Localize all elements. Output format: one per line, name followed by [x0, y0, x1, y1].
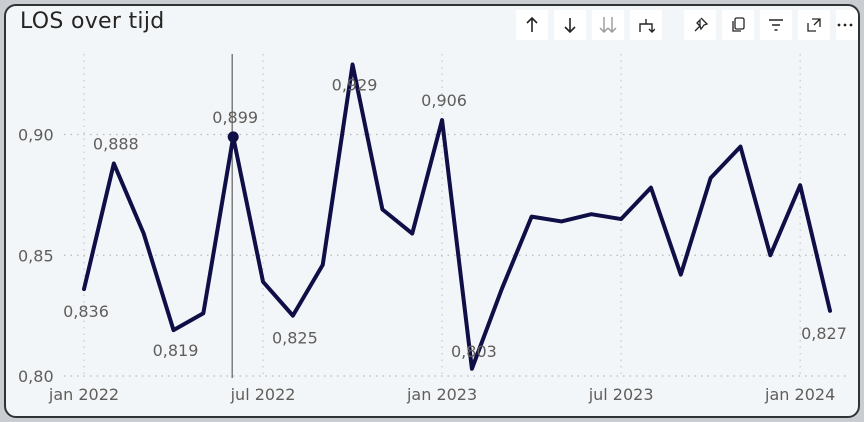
data-point: [142, 232, 146, 236]
data-point: [261, 280, 265, 284]
x-tick-label: jan 2024: [764, 385, 835, 404]
data-point: [82, 287, 86, 291]
data-point: [321, 263, 325, 267]
filter-icon: [769, 19, 783, 31]
data-point: [679, 273, 683, 277]
series-line: [82, 62, 832, 371]
data-point: [410, 232, 414, 236]
data-label: 0,803: [451, 342, 497, 361]
line-chart-visual: 0,80 0,85 0,90 jan 2022 jul 2022 jan 2023 jul …: [4, 4, 860, 418]
data-point: [530, 215, 534, 219]
highlighted-data-point: [227, 131, 239, 143]
x-tick-label: jan 2022: [48, 385, 119, 404]
sort-descending-icon: [564, 18, 576, 34]
data-point: [351, 62, 355, 66]
data-point: [619, 217, 623, 221]
data-label: 0,888: [93, 134, 139, 153]
focus-mode-icon: [807, 18, 821, 32]
focus-mode-button[interactable]: [798, 10, 830, 40]
more-options-icon: [837, 23, 853, 27]
y-tick-label: 0,90: [18, 126, 54, 145]
y-tick-label: 0,80: [18, 367, 54, 386]
data-point: [380, 207, 384, 211]
data-point: [559, 219, 563, 223]
data-point: [172, 328, 176, 332]
data-point: [738, 145, 742, 149]
sort-ascending-button[interactable]: [516, 10, 548, 40]
data-point: [201, 311, 205, 315]
copy-icon: [732, 17, 745, 32]
more-options-button[interactable]: [836, 10, 858, 40]
data-label: 0,836: [63, 302, 109, 321]
chart-title: LOS over tijd: [20, 9, 165, 34]
y-tick-label: 0,85: [18, 246, 54, 265]
data-point: [768, 253, 772, 257]
drill-down-button[interactable]: [630, 10, 662, 40]
sort-descending-button[interactable]: [554, 10, 586, 40]
data-point: [828, 309, 832, 313]
data-point: [112, 161, 116, 165]
data-label: 0,827: [801, 324, 847, 343]
data-label: 0,906: [421, 91, 467, 110]
x-tick-label: jul 2023: [588, 385, 654, 404]
sort-ascending-icon: [526, 16, 538, 32]
filter-button[interactable]: [760, 10, 792, 40]
toolbar-gap: [668, 10, 678, 40]
data-label: 0,825: [272, 329, 318, 348]
expand-all-down-icon: [599, 17, 617, 33]
drill-down-icon: [639, 19, 655, 33]
expand-all-down-button[interactable]: [592, 10, 624, 40]
data-label: 0,819: [153, 341, 199, 360]
x-tick-label: jul 2022: [230, 385, 296, 404]
copy-button[interactable]: [722, 10, 754, 40]
data-point: [500, 287, 504, 291]
data-point: [440, 118, 444, 122]
data-point: [649, 186, 653, 190]
pin-button[interactable]: [684, 10, 716, 40]
data-point: [589, 212, 593, 216]
x-tick-label: jan 2023: [406, 385, 477, 404]
pin-icon: [694, 17, 709, 32]
data-label: 0,899: [212, 108, 258, 127]
data-point: [291, 314, 295, 318]
data-label: 0,929: [332, 75, 378, 94]
data-point: [709, 176, 713, 180]
visual-header-toolbar: [516, 10, 858, 40]
chart-canvas: 0,80 0,85 0,90 jan 2022 jul 2022 jan 2023 jul …: [18, 54, 848, 404]
data-point: [470, 367, 474, 371]
data-point: [798, 183, 802, 187]
